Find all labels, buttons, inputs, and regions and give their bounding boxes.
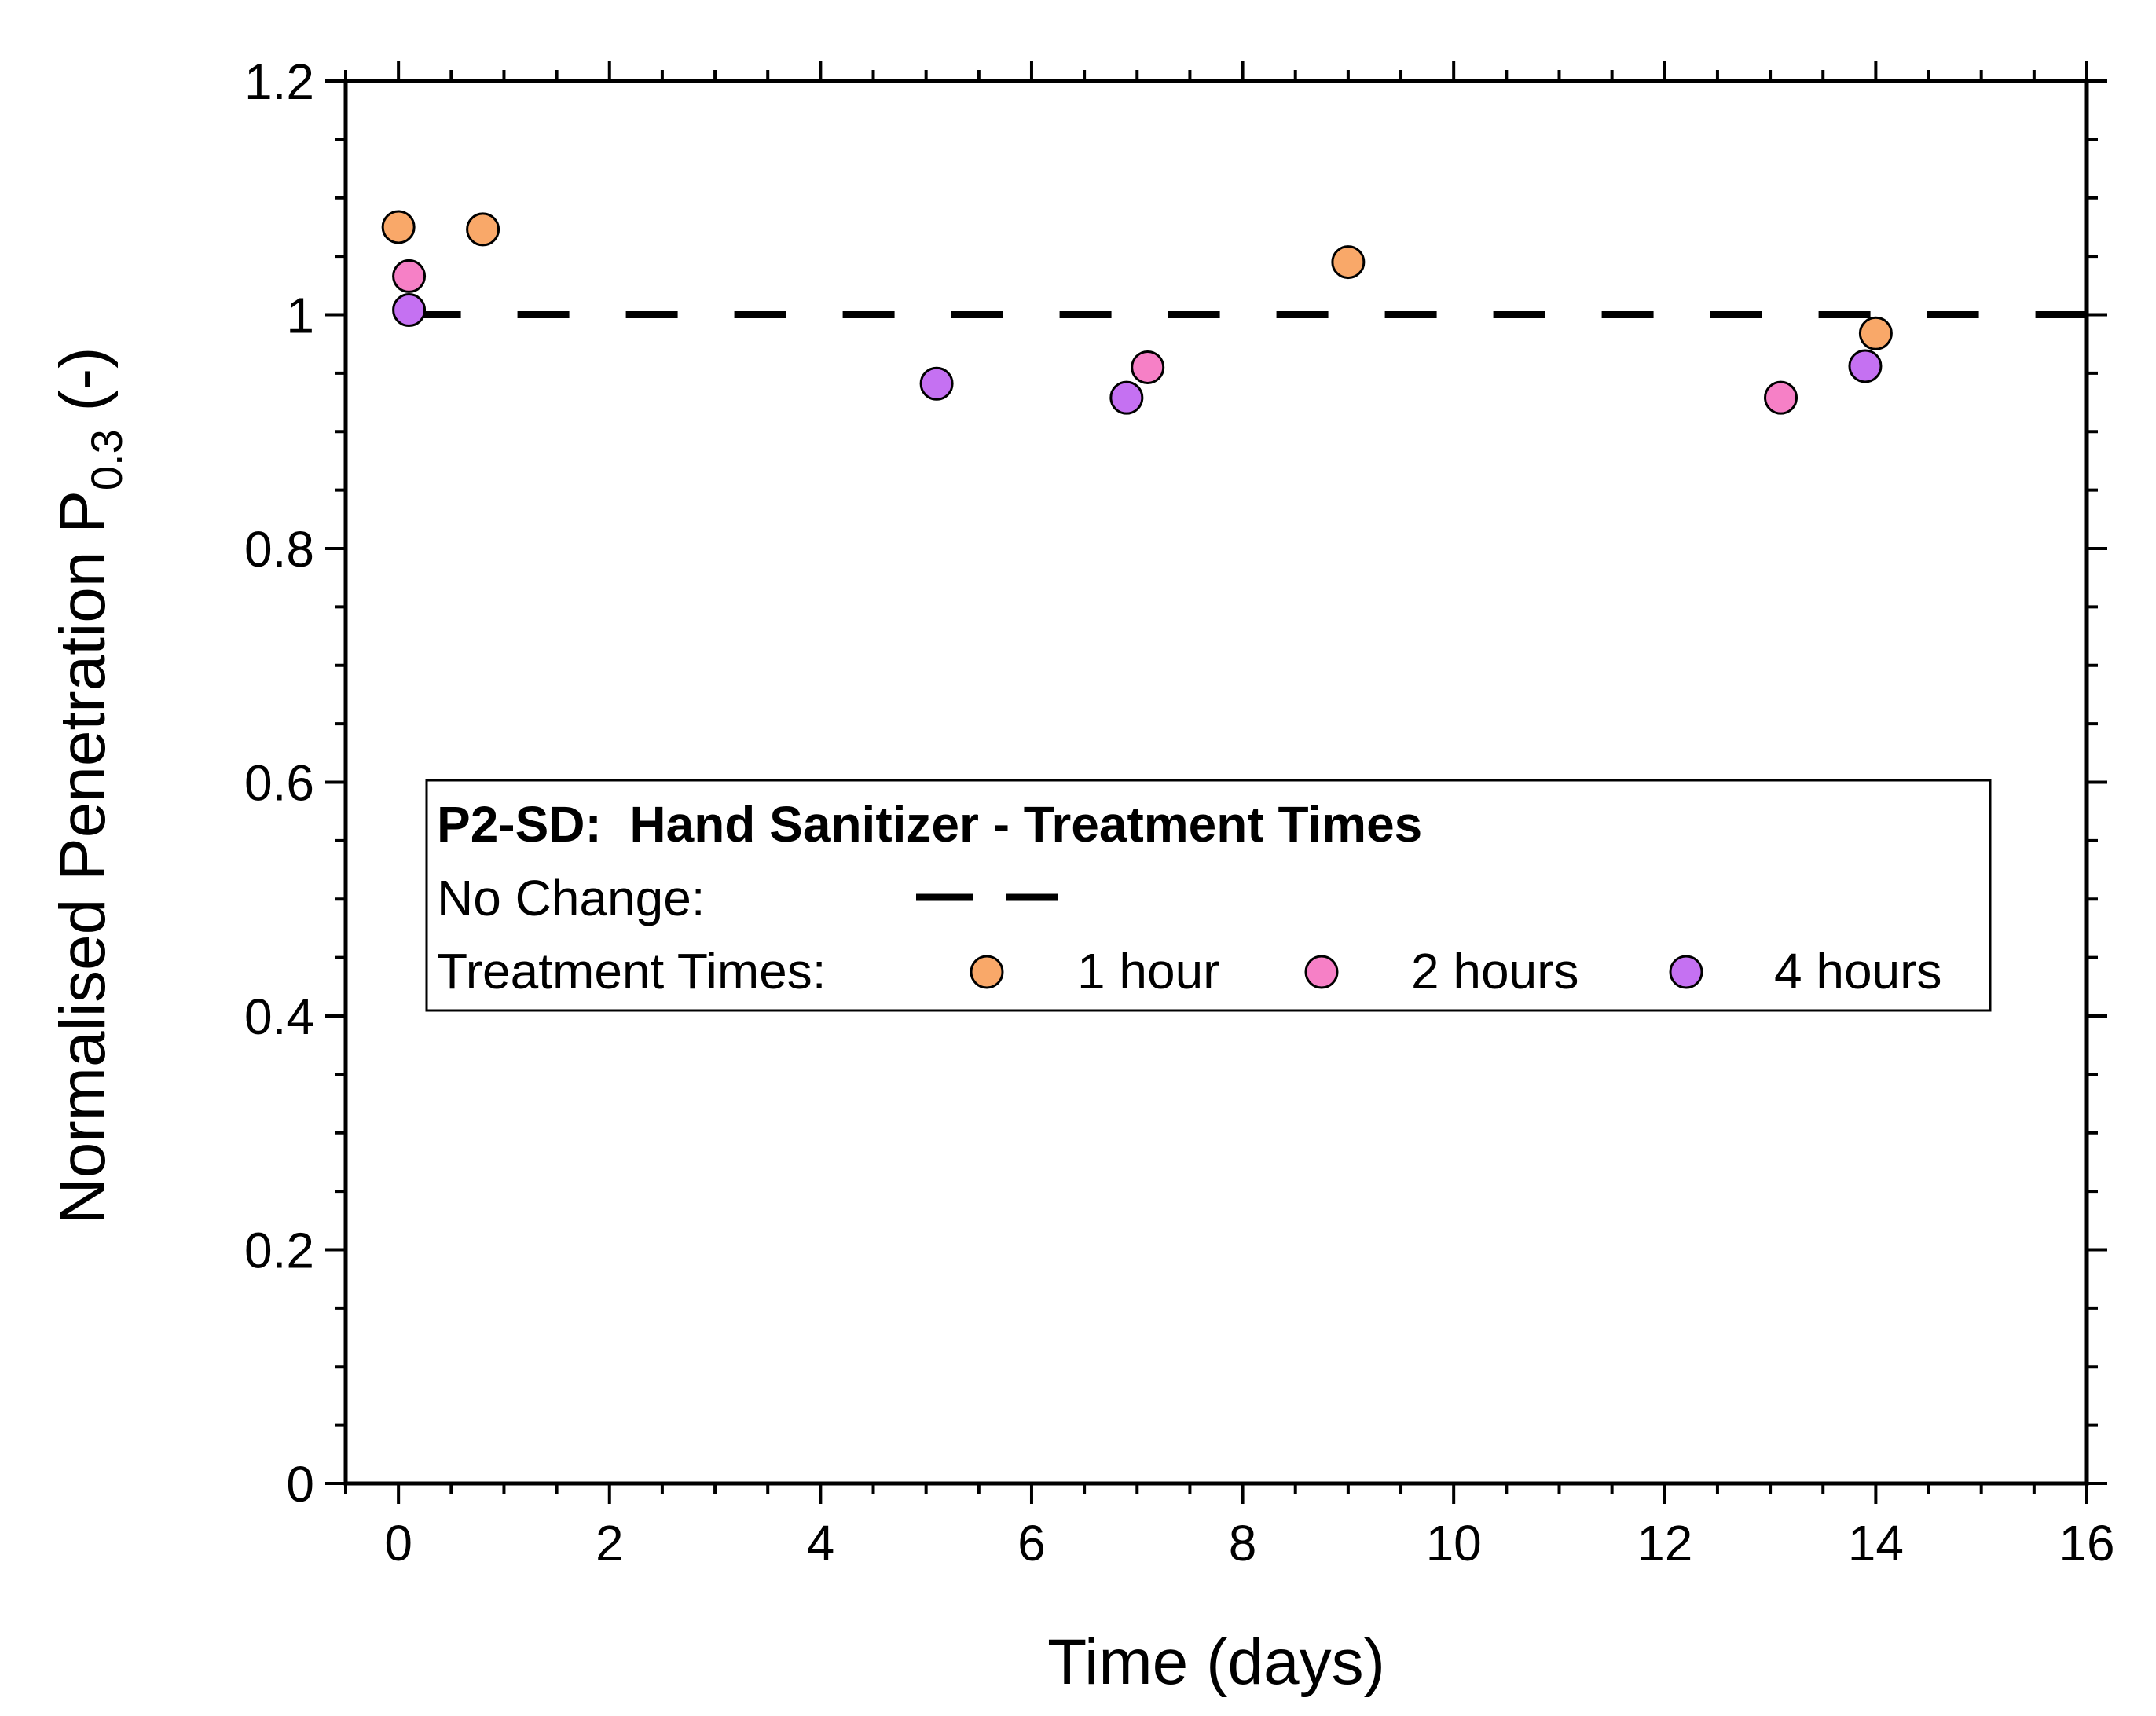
- y-tick-label: 0.2: [244, 1223, 314, 1279]
- data-point-4-hours: [392, 293, 427, 328]
- y-tick-label: 0: [286, 1456, 314, 1512]
- y-axis-title-subscript: 0.3: [82, 429, 131, 490]
- data-point-4-hours: [1109, 380, 1144, 415]
- legend-title: P2-SD: Hand Sanitizer - Treatment Times: [437, 796, 1422, 852]
- x-tick-label: 8: [1229, 1515, 1257, 1571]
- y-tick-label: 1.2: [244, 53, 314, 110]
- legend-marker-2-hours: [1304, 955, 1339, 989]
- x-tick-label: 14: [1848, 1515, 1904, 1571]
- legend-box: [425, 779, 1992, 1012]
- data-point-2-hours: [392, 258, 427, 293]
- data-point-1-hour: [466, 212, 500, 247]
- x-axis-title: Time (days): [1047, 1626, 1385, 1698]
- data-point-1-hour: [381, 210, 416, 244]
- y-axis-title-suffix: (-): [47, 347, 119, 430]
- y-axis-title-main: Normalised Penetration P: [47, 490, 119, 1224]
- legend-label-4-hours: 4 hours: [1774, 943, 1942, 999]
- data-point-1-hour: [1858, 316, 1893, 350]
- x-tick-label: 10: [1426, 1515, 1482, 1571]
- y-tick-label: 0.6: [244, 755, 314, 812]
- data-point-4-hours: [919, 366, 954, 401]
- legend-marker-4-hours: [1669, 955, 1703, 989]
- legend-no-change-label: No Change:: [437, 870, 706, 926]
- data-point-2-hours: [1764, 380, 1798, 415]
- legend-treatment-times-label: Treatment Times:: [437, 943, 827, 999]
- x-tick-label: 16: [2059, 1515, 2114, 1571]
- x-tick-label: 2: [596, 1515, 624, 1571]
- axis-ticks: [325, 60, 2107, 1504]
- data-point-2-hours: [1131, 350, 1165, 384]
- legend-label-1-hour: 1 hour: [1077, 943, 1219, 999]
- legend-entries: 1 hour 2 hours 4 hours: [970, 943, 1942, 999]
- legend-label-2-hours: 2 hours: [1411, 943, 1578, 999]
- y-tick-label: 1: [286, 288, 314, 344]
- y-axis-title: Normalised Penetration P0.3 (-): [47, 347, 131, 1225]
- x-tick-label: 0: [384, 1515, 412, 1571]
- legend-marker-1-hour: [970, 955, 1004, 989]
- y-tick-labels: 0 0.2 0.4 0.6 0.8 1 1.2: [244, 53, 314, 1512]
- x-tick-labels: 0 2 4 6 8 10 12 14 16: [384, 1515, 2114, 1571]
- y-tick-label: 0.8: [244, 521, 314, 578]
- data-point-4-hours: [1848, 349, 1883, 383]
- data-points: [381, 210, 1893, 415]
- data-point-1-hour: [1331, 245, 1366, 280]
- legend: P2-SD: Hand Sanitizer - Treatment Times …: [425, 779, 1992, 1012]
- y-tick-label: 0.4: [244, 988, 314, 1045]
- x-tick-label: 12: [1637, 1515, 1692, 1571]
- x-tick-label: 6: [1018, 1515, 1046, 1571]
- x-tick-label: 4: [807, 1515, 835, 1571]
